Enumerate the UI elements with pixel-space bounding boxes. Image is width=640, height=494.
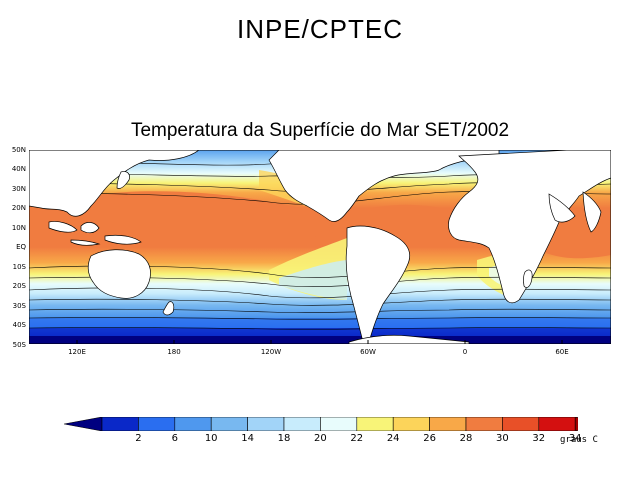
- lat-label-40n: 40N: [11, 165, 26, 173]
- madagascar-landmass: [522, 269, 533, 288]
- australia-landmass: [87, 249, 151, 299]
- colorbar-swatch: [502, 417, 540, 431]
- colorbar: [64, 417, 578, 431]
- colorbar-swatch: [247, 417, 285, 431]
- colorbar-tick-label: 32: [532, 433, 546, 444]
- lat-label-10n: 10N: [11, 224, 26, 232]
- southern-band-2: [29, 328, 611, 336]
- org-title: INPE/CPTEC: [236, 14, 404, 44]
- colorbar-tick-label: 20: [314, 433, 327, 444]
- antarctica-landmass: [348, 334, 470, 344]
- colorbar-swatch: [283, 417, 321, 431]
- colorbar-tick-label: 14: [241, 433, 254, 444]
- java-island: [70, 239, 101, 246]
- land-masses: [29, 150, 611, 344]
- pacific-warm-pool: [69, 191, 324, 244]
- lon-label-0: 0: [462, 348, 468, 356]
- colorbar-tick-label: 24: [386, 433, 400, 444]
- colorbar-arrow-left: [64, 417, 103, 431]
- southern-band-3: [29, 336, 611, 344]
- colorbar-tick-label: 18: [277, 433, 291, 444]
- north-america-landmass: [268, 150, 500, 222]
- colorbar-swatch: [465, 417, 503, 431]
- colorbar-swatch: [210, 417, 248, 431]
- japan-islands: [116, 171, 130, 189]
- lon-label-180: 180: [167, 348, 181, 356]
- colorbar-swatch: [138, 417, 176, 431]
- colorbar-units: graus C: [560, 435, 598, 445]
- colorbar-tick-label: 28: [459, 433, 473, 444]
- lat-label-30s: 30S: [12, 302, 26, 310]
- colorbar-swatch: [392, 417, 430, 431]
- lat-label-20n: 20N: [11, 204, 26, 212]
- colorbar-tick-label: 34: [568, 433, 582, 444]
- colorbar-tick-label: 22: [350, 433, 364, 444]
- lon-label-120w: 120W: [260, 348, 282, 356]
- india-landmass: [582, 191, 602, 233]
- borneo-island: [80, 222, 100, 234]
- colorbar-tick-label: 6: [171, 433, 178, 444]
- colorbar-swatch: [101, 417, 139, 431]
- new-guinea-island: [104, 234, 142, 245]
- sst-map: [29, 150, 611, 344]
- colorbar-arrow-right: [574, 417, 578, 431]
- map-title: Temperatura da Superfície do Mar SET/200…: [130, 120, 510, 141]
- colorbar-tick-label: 10: [204, 433, 218, 444]
- lat-label-50s: 50S: [12, 341, 26, 349]
- asia-landmass: [29, 150, 200, 217]
- colorbar-swatch: [356, 417, 394, 431]
- lat-label-40s: 40S: [12, 321, 26, 329]
- lon-ticks: [76, 340, 563, 344]
- peru-current: [279, 260, 347, 300]
- arabia-landmass: [548, 193, 576, 223]
- lat-label-20s: 20S: [12, 282, 26, 290]
- lat-label-eq: EQ: [16, 243, 26, 251]
- lat-label-10s: 10S: [12, 263, 26, 271]
- colorbar-tick-label: 26: [423, 433, 436, 444]
- colorbar-swatch: [429, 417, 467, 431]
- sumatra-island: [48, 221, 78, 233]
- colorbar-swatch: [320, 417, 358, 431]
- lat-label-50n: 50N: [11, 146, 26, 154]
- lon-label-60w: 60W: [360, 348, 376, 356]
- lat-label-30n: 30N: [11, 185, 26, 193]
- colorbar-swatch: [174, 417, 212, 431]
- lon-label-60e: 60E: [555, 348, 569, 356]
- new-zealand-islands: [162, 301, 175, 316]
- colorbar-swatch: [538, 417, 576, 431]
- colorbar-tick-label: 30: [496, 433, 509, 444]
- lon-label-120e: 120E: [68, 348, 86, 356]
- colorbar-tick-label: 2: [135, 433, 142, 444]
- southern-band-1: [29, 318, 611, 328]
- south-america-landmass: [345, 225, 410, 343]
